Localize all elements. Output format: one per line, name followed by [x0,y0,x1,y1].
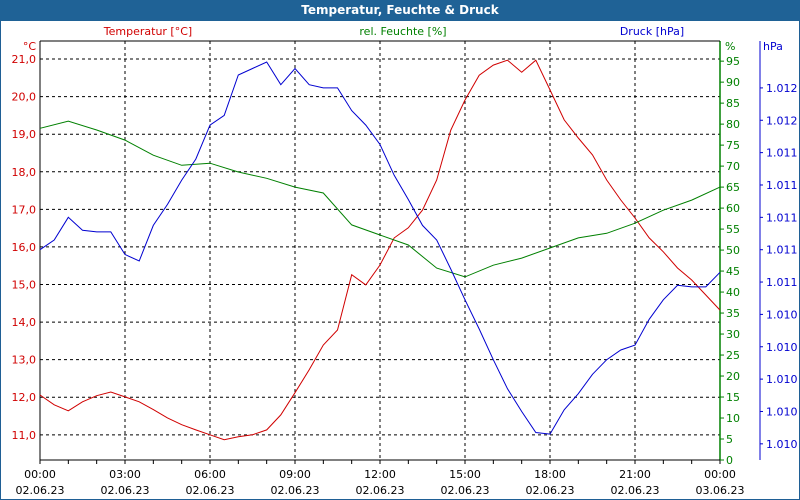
temperature-tick-label: 19,0 [12,128,37,141]
x-tick-date: 02.06.23 [526,484,575,497]
pressure-tick-label: 1.010 [766,308,798,321]
pressure-tick-label: 1.010 [766,438,798,451]
temperature-tick-label: 17,0 [12,203,37,216]
humidity-tick-label: 30 [726,328,740,341]
humidity-tick-label: 65 [726,181,740,194]
x-tick-time: 12:00 [364,468,396,481]
temperature-tick-label: 14,0 [12,316,37,329]
chart-title: Temperatur, Feuchte & Druck [0,0,800,21]
humidity-tick-label: 80 [726,118,740,131]
temperature-tick-label: 20,0 [12,91,37,104]
x-tick-time: 21:00 [619,468,651,481]
temperature-tick-label: 16,0 [12,241,37,254]
pressure-unit: hPa [763,40,783,53]
x-tick-date: 02.06.23 [611,484,660,497]
pressure-tick-label: 1.010 [766,373,798,386]
pressure-tick-label: 1.012 [766,82,798,95]
x-tick-date: 02.06.23 [441,484,490,497]
x-tick-time: 09:00 [279,468,311,481]
humidity-tick-label: 5 [726,433,733,446]
humidity-tick-label: 25 [726,349,740,362]
temperature-series-line [39,59,721,441]
temperature-tick-label: 12,0 [12,391,37,404]
temperature-tick-label: 15,0 [12,279,37,292]
x-tick-date: 02.06.23 [16,484,65,497]
x-tick-time: 15:00 [449,468,481,481]
temperature-tick-label: 18,0 [12,166,37,179]
x-tick-time: 00:00 [704,468,736,481]
humidity-tick-label: 55 [726,223,740,236]
humidity-tick-label: 60 [726,202,740,215]
pressure-tick-label: 1.011 [766,179,798,192]
humidity-tick-label: 50 [726,244,740,257]
x-tick-time: 00:00 [24,468,56,481]
humidity-tick-label: 35 [726,307,740,320]
humidity-tick-label: 15 [726,391,740,404]
temperature-axis-label: Temperatur [°C] [103,25,192,38]
pressure-tick-label: 1.011 [766,276,798,289]
pressure-tick-label: 1.010 [766,405,798,418]
pressure-tick-label: 1.010 [766,341,798,354]
humidity-tick-label: 70 [726,160,740,173]
pressure-tick-label: 1.011 [766,211,798,224]
x-tick-date: 02.06.23 [271,484,320,497]
humidity-tick-label: 45 [726,265,740,278]
x-tick-date: 03.06.23 [696,484,745,497]
x-tick-date: 02.06.23 [101,484,150,497]
x-tick-date: 02.06.23 [356,484,405,497]
temperature-tick-label: 21,0 [12,53,37,66]
temperature-tick-label: 11,0 [12,429,37,442]
humidity-tick-label: 10 [726,412,740,425]
humidity-tick-label: 90 [726,76,740,89]
x-tick-time: 18:00 [534,468,566,481]
humidity-tick-label: 75 [726,139,740,152]
temperature-unit: °C [23,40,37,53]
x-tick-date: 02.06.23 [186,484,235,497]
humidity-unit: % [725,40,735,53]
humidity-tick-label: 40 [726,286,740,299]
humidity-tick-label: 0 [726,454,733,467]
humidity-tick-label: 20 [726,370,740,383]
x-tick-time: 06:00 [194,468,226,481]
humidity-tick-label: 85 [726,97,740,110]
pressure-axis-label: Druck [hPa] [620,25,684,38]
humidity-series-line [39,120,721,278]
x-tick-time: 03:00 [109,468,141,481]
humidity-tick-label: 95 [726,55,740,68]
pressure-tick-label: 1.011 [766,244,798,257]
pressure-series-line [39,61,721,435]
pressure-tick-label: 1.011 [766,147,798,160]
humidity-axis-label: rel. Feuchte [%] [359,25,446,38]
pressure-tick-label: 1.012 [766,114,798,127]
temperature-tick-label: 13,0 [12,354,37,367]
